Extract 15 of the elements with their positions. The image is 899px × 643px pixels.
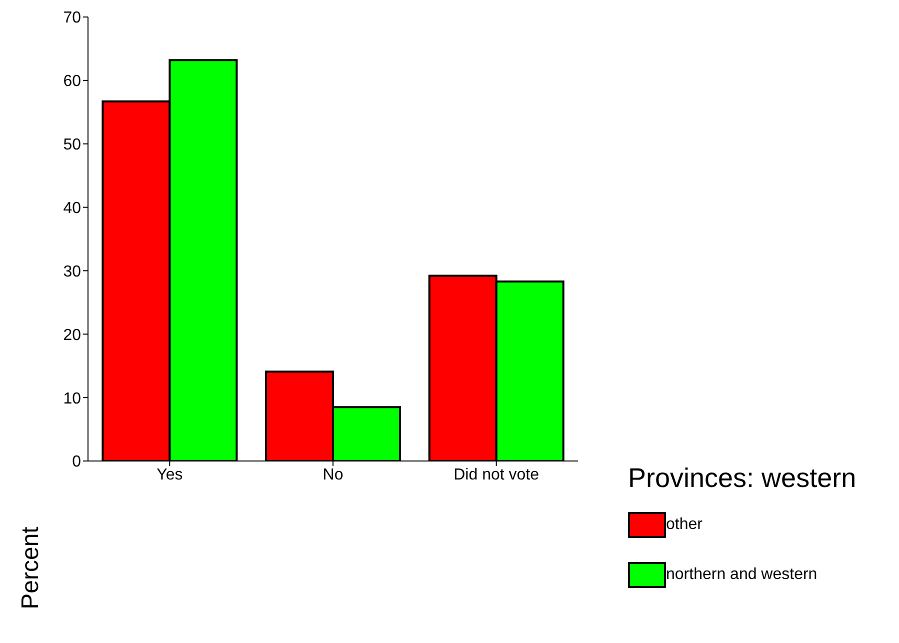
x-tick-label: Did not vote: [454, 466, 540, 484]
y-tick-label: 30: [63, 263, 82, 280]
y-tick-label: 10: [63, 390, 82, 408]
legend-label: other: [666, 516, 702, 534]
legend-label: northern and western: [666, 566, 818, 584]
y-tick-label: 70: [63, 10, 82, 27]
x-tick-label: No: [322, 466, 344, 484]
y-tick-label: 40: [63, 200, 82, 217]
y-tick-label: 20: [63, 326, 82, 344]
y-tick-label: 50: [63, 136, 82, 154]
y-tick-label: 0: [72, 454, 82, 471]
y-axis-title: Percent: [17, 526, 44, 610]
x-tick-label: Yes: [156, 466, 183, 484]
legend-title: Provinces: western: [628, 463, 858, 494]
y-tick-label: 60: [63, 73, 82, 90]
